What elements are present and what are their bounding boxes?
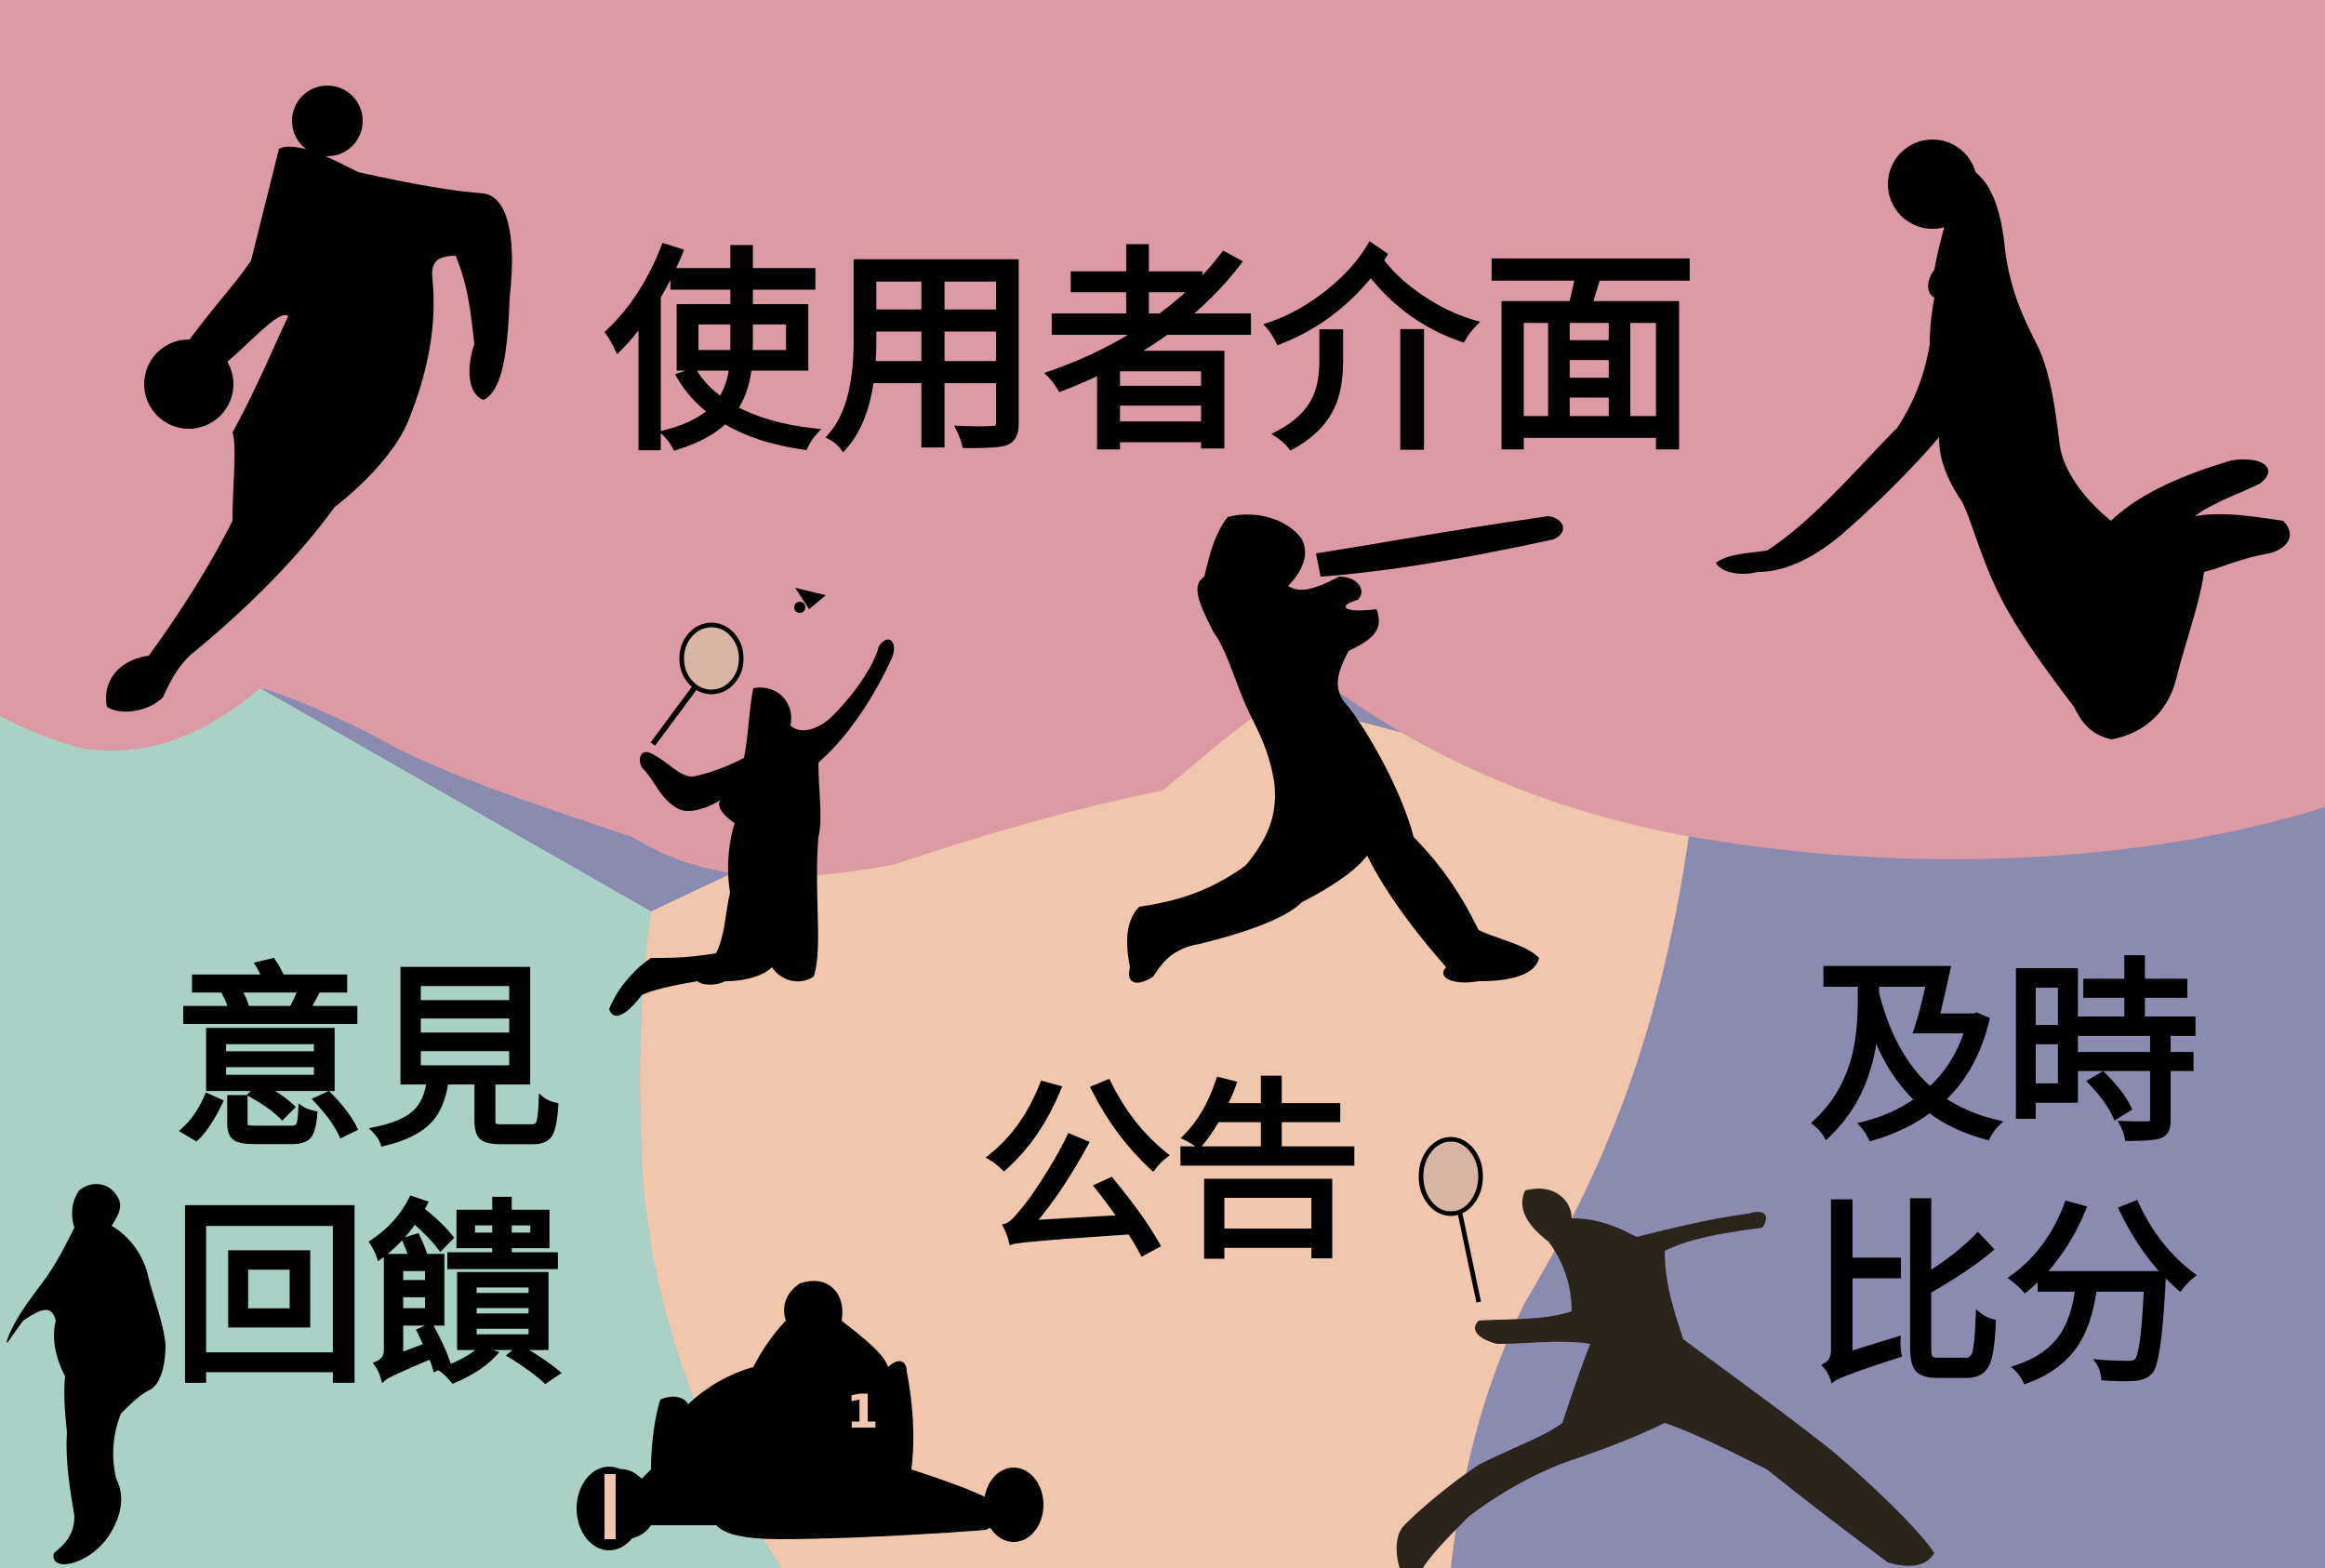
page-title: 使用者介面 (604, 229, 1703, 480)
live-scores-label-line2: 比分 (1809, 1183, 2200, 1411)
feedback-label-line2: 回饋 (172, 1183, 564, 1411)
tennis-player-icon (1396, 1136, 1934, 1568)
go-kart-driver-icon: 1 (577, 1281, 1043, 1550)
announcements-panel-label[interactable]: 公告 (981, 1063, 1362, 1284)
basketball-player-dunking-icon (1716, 140, 2291, 739)
region-top (0, 0, 2325, 877)
shuttlecock-icon (794, 588, 826, 613)
badminton-player-icon (609, 622, 895, 1017)
feedback-panel-label[interactable]: 意見 回饋 (172, 963, 563, 1395)
live-scores-panel-label[interactable]: 及時 比分 (1809, 958, 2199, 1395)
basketball-player-dribbling-icon (106, 86, 512, 712)
kart-number: 1 (846, 1385, 879, 1439)
baseball-pitcher-icon (7, 1184, 166, 1564)
feedback-label-line1: 意見 (172, 946, 564, 1174)
baseball-batter-icon (1127, 514, 1563, 983)
region-left (0, 688, 781, 1568)
live-scores-label-line1: 及時 (1809, 941, 2200, 1169)
